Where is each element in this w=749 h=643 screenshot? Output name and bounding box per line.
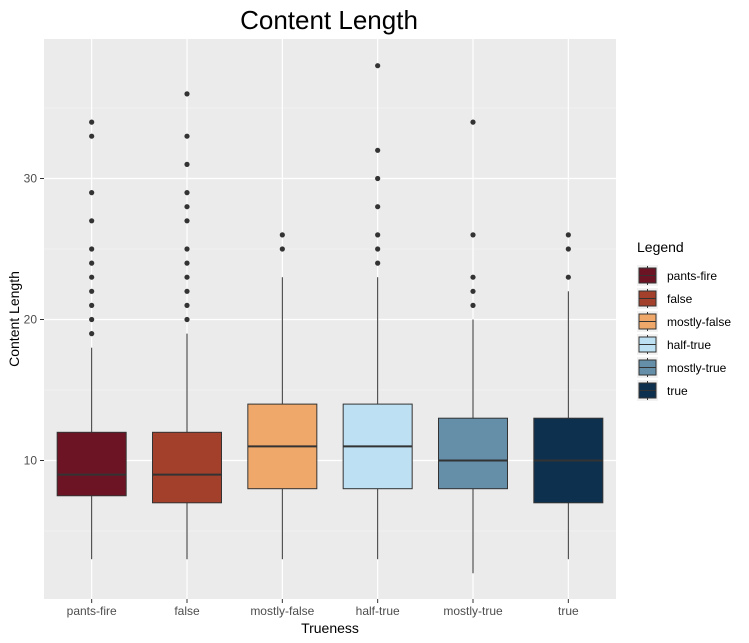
legend-label: half-true [667, 338, 711, 352]
box-half-true [342, 63, 413, 560]
x-tick-label: mostly-true [443, 604, 503, 618]
box-iqr [56, 431, 127, 497]
x-tick-label: half-true [356, 604, 400, 618]
outlier-point [565, 274, 571, 280]
y-tick-label: 20 [24, 313, 38, 327]
legend-item-false: false [637, 288, 693, 309]
outlier-point [375, 147, 381, 153]
outlier-point [375, 204, 381, 210]
legend-label: pants-fire [667, 269, 717, 283]
outlier-point [565, 246, 571, 252]
outlier-point [184, 246, 190, 252]
legend-item-half-true: half-true [637, 334, 711, 355]
outlier-point [565, 232, 571, 238]
outlier-point [184, 260, 190, 266]
outlier-point [375, 175, 381, 182]
outlier-point [184, 288, 190, 294]
outlier-point [184, 274, 190, 280]
boxes [56, 63, 604, 574]
x-axis: pants-fire false mostly-false half-true most… [67, 599, 579, 618]
legend-label: mostly-false [667, 315, 731, 329]
outlier-point [89, 274, 95, 280]
outlier-point [89, 190, 95, 196]
outlier-point [89, 288, 95, 294]
legend-label: false [667, 292, 693, 306]
box-mostly-false [247, 232, 318, 560]
box-pants-fire [56, 119, 127, 560]
legend: Legend pants-fire false mostly-false half-t… [637, 239, 731, 401]
outlier-point [279, 232, 285, 238]
outlier-point [89, 133, 95, 139]
outlier-point [184, 161, 190, 167]
x-tick-label: pants-fire [67, 604, 117, 618]
box-iqr [438, 417, 508, 490]
y-tick-label: 10 [24, 454, 38, 468]
x-tick-label: true [558, 604, 579, 618]
chart-title: Content Length [240, 5, 418, 35]
outlier-point [184, 190, 190, 196]
legend-item-mostly-true: mostly-true [637, 357, 727, 378]
outlier-point [89, 331, 95, 337]
outlier-point [470, 288, 476, 294]
outlier-point [89, 316, 95, 323]
box-false [152, 91, 222, 560]
outlier-point [470, 274, 476, 280]
outlier-point [470, 232, 476, 238]
x-tick-label: mostly-false [250, 604, 314, 618]
outlier-point [375, 246, 381, 252]
outlier-point [184, 204, 190, 210]
outlier-point [89, 218, 95, 224]
y-tick-label: 30 [24, 172, 38, 186]
box-true [533, 232, 604, 560]
outlier-point [89, 246, 95, 252]
outlier-point [184, 302, 190, 308]
outlier-point [279, 246, 285, 252]
outlier-point [375, 260, 381, 266]
outlier-point [89, 302, 95, 308]
box-mostly-true [438, 119, 508, 574]
outlier-point [89, 260, 95, 266]
y-axis-label: Content Length [6, 271, 22, 367]
legend-item-true: true [637, 380, 688, 401]
legend-item-pants-fire: pants-fire [637, 265, 717, 286]
legend-title: Legend [637, 239, 684, 255]
box-iqr [152, 431, 222, 504]
outlier-point [184, 316, 190, 323]
outlier-point [375, 232, 381, 238]
outlier-point [89, 119, 95, 125]
y-axis: 10 20 30 [24, 172, 44, 468]
x-tick-label: false [174, 604, 200, 618]
legend-label: true [667, 384, 688, 398]
outlier-point [470, 119, 476, 125]
outlier-point [184, 218, 190, 224]
outlier-point [470, 302, 476, 308]
x-axis-label: Trueness [301, 620, 359, 636]
outlier-point [184, 91, 190, 97]
outlier-point [375, 63, 381, 69]
legend-item-mostly-false: mostly-false [637, 311, 731, 332]
legend-label: mostly-true [667, 361, 727, 375]
outlier-point [184, 133, 190, 139]
